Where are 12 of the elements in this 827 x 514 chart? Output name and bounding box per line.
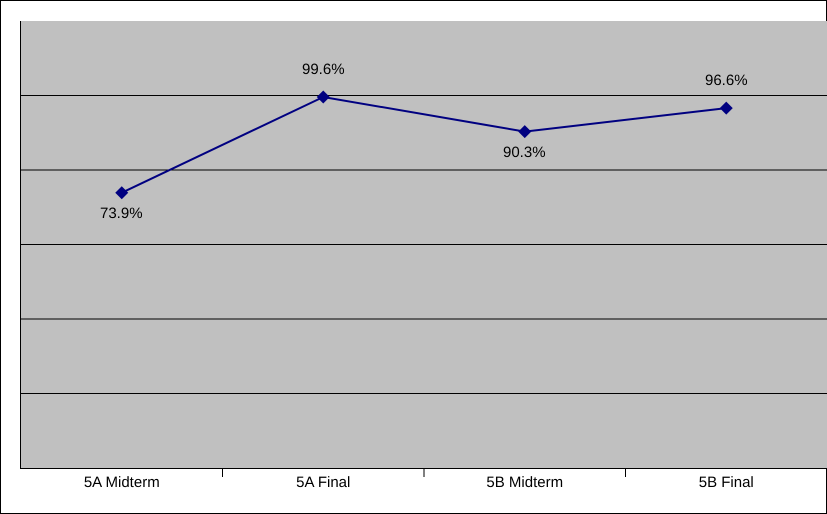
point <box>518 125 532 138</box>
x-tick-label: 5B Final <box>698 474 754 491</box>
x-tick-label: 5A Final <box>296 474 350 491</box>
x-tick-label: 5A Midterm <box>84 474 160 491</box>
point <box>720 102 733 115</box>
data-label: 73.9% <box>100 205 143 222</box>
data-label: 90.3% <box>503 144 546 161</box>
data-label: 96.6% <box>705 72 748 89</box>
x-tick-label: 5B Midterm <box>486 474 564 491</box>
data-label: 99.6% <box>302 61 345 78</box>
point <box>115 186 128 200</box>
point <box>316 90 330 104</box>
